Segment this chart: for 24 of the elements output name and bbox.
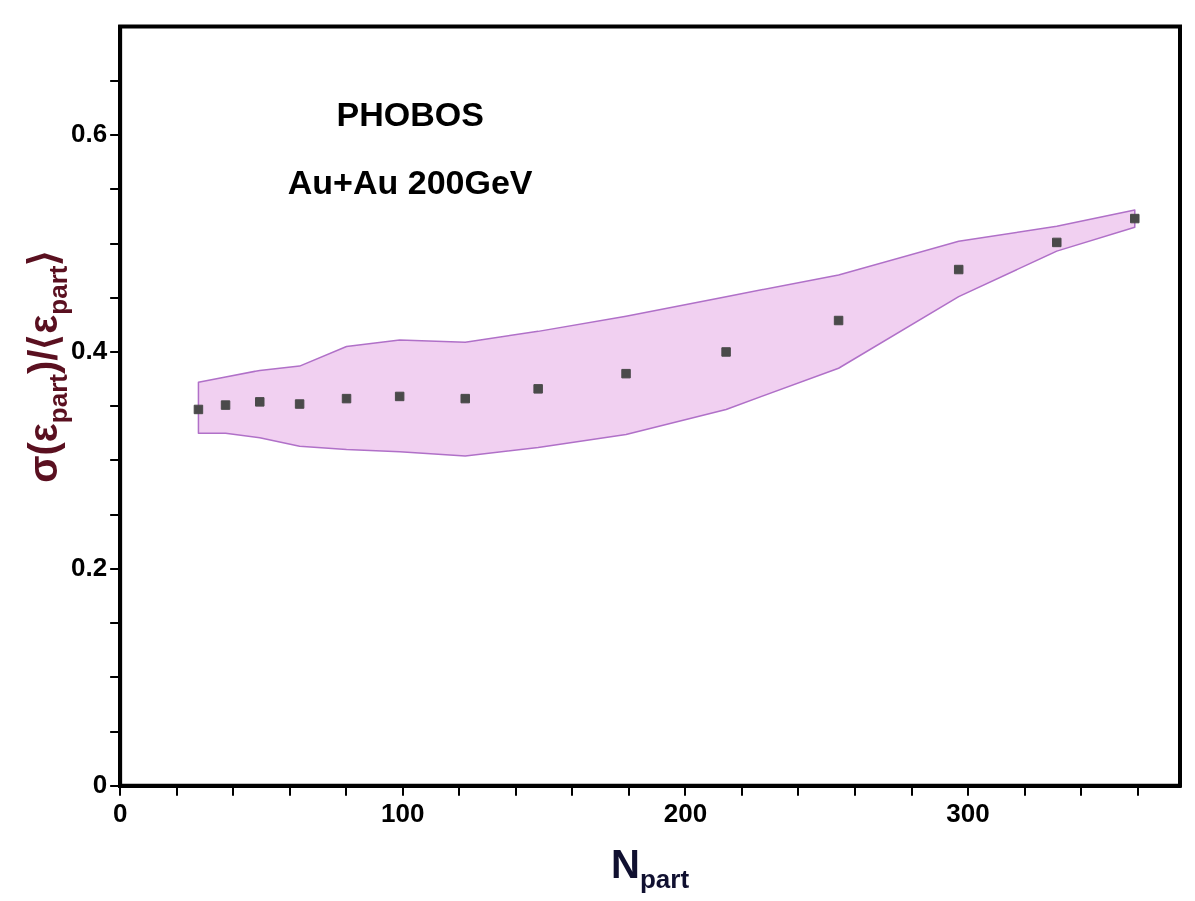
point [193, 404, 204, 415]
y-tick-label: 0.6 [70, 118, 108, 149]
annotation: Au+Au 200GeV [287, 162, 533, 201]
point [621, 368, 631, 379]
point [394, 391, 405, 402]
point [533, 384, 543, 394]
y-tick-label: 0 [92, 768, 108, 799]
point [953, 264, 964, 275]
point [460, 393, 470, 404]
x-tick-label: 0 [112, 797, 128, 828]
y-tick-label: 0.2 [70, 552, 108, 583]
y-tick-label: 0.4 [70, 335, 108, 366]
x-tick-label: 100 [381, 797, 425, 828]
point [220, 400, 231, 410]
x-tick-label: 200 [663, 797, 708, 828]
point [833, 315, 844, 326]
x-tick-label: 300 [946, 797, 990, 828]
point [1130, 213, 1140, 224]
point [294, 399, 305, 409]
point [1052, 237, 1062, 248]
point [721, 347, 731, 357]
point [255, 397, 265, 407]
point [341, 393, 352, 404]
annotation: PHOBOS [336, 94, 484, 133]
